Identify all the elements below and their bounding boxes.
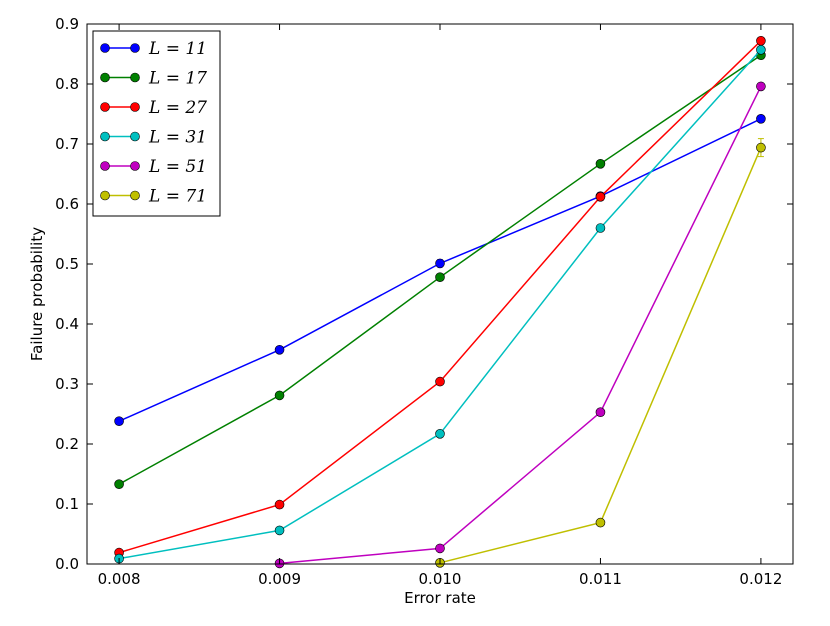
legend-marker — [130, 161, 140, 171]
y-tick-label: 0.1 — [55, 495, 79, 513]
data-point — [595, 407, 606, 418]
data-point — [274, 525, 285, 536]
x-tick-label: 0.012 — [739, 570, 782, 588]
data-point — [756, 81, 766, 92]
data-point — [595, 192, 606, 202]
data-point — [756, 44, 766, 55]
series-5 — [274, 81, 766, 569]
data-point — [595, 159, 606, 169]
legend-box — [92, 30, 221, 217]
legend-marker — [100, 43, 110, 53]
legend-entry-1: L = 11 — [100, 39, 207, 59]
data-point — [435, 376, 445, 387]
series-layer — [114, 35, 766, 569]
data-point — [274, 344, 285, 355]
y-tick-label: 0.5 — [55, 255, 79, 273]
x-tick-label: 0.010 — [419, 570, 462, 588]
data-point — [756, 142, 766, 153]
legend-marker — [130, 43, 140, 53]
legend-marker — [100, 102, 110, 112]
x-tick-label: 0.009 — [258, 570, 301, 588]
data-point — [274, 499, 285, 510]
legend-entry-6: L = 71 — [100, 187, 207, 207]
legend-entry-4: L = 31 — [100, 128, 207, 148]
data-point — [756, 35, 766, 46]
y-tick-label: 0.6 — [55, 195, 79, 213]
series-6 — [435, 138, 766, 568]
data-point — [595, 517, 606, 528]
x-tick-label: 0.008 — [98, 570, 141, 588]
data-point — [595, 223, 606, 233]
y-tick-label: 0.9 — [55, 15, 79, 33]
legend-label: L = 71 — [148, 187, 207, 207]
legend-label: L = 31 — [148, 128, 207, 148]
data-point — [756, 114, 766, 124]
y-axis: 0.0 0.1 0.2 0.3 0.4 0.5 0.6 0.7 0.8 0.9 — [55, 15, 793, 573]
legend-marker — [130, 102, 140, 112]
legend-marker — [130, 72, 140, 83]
y-tick-label: 0.4 — [55, 315, 79, 333]
legend-entry-3: L = 27 — [100, 98, 207, 118]
y-tick-label: 0.8 — [55, 75, 79, 93]
y-tick-label: 0.7 — [55, 135, 79, 153]
legend-entry-5: L = 51 — [100, 157, 207, 177]
legend-entry-2: L = 17 — [100, 69, 207, 89]
legend-marker — [100, 131, 110, 142]
data-point — [435, 258, 445, 269]
y-axis-label: Failure probability — [28, 227, 46, 361]
data-point — [435, 272, 445, 283]
legend-label: L = 11 — [148, 39, 207, 59]
data-point — [114, 416, 124, 427]
data-point — [114, 479, 124, 490]
series-line — [279, 86, 762, 565]
data-point — [274, 390, 285, 401]
data-point — [435, 543, 445, 554]
legend-marker — [100, 190, 110, 201]
series-4 — [114, 44, 766, 564]
x-axis: 0.008 0.009 0.010 0.011 0.012 — [98, 24, 782, 588]
legend-label: L = 51 — [148, 157, 207, 177]
y-tick-label: 0.2 — [55, 435, 79, 453]
legend-marker — [130, 190, 140, 201]
y-tick-label: 0.3 — [55, 375, 79, 393]
x-axis-label: Error rate — [404, 589, 476, 607]
legend: L = 11 L = 17 L = 27 L = 31 L = 51 L = 71 — [92, 30, 221, 217]
y-tick-label: 0.0 — [55, 555, 79, 573]
legend-marker — [100, 72, 110, 83]
legend-marker — [100, 161, 110, 171]
legend-label: L = 27 — [148, 98, 207, 118]
x-tick-label: 0.011 — [579, 570, 622, 588]
data-point — [435, 428, 445, 439]
legend-label: L = 17 — [148, 69, 207, 89]
legend-marker — [130, 131, 140, 142]
